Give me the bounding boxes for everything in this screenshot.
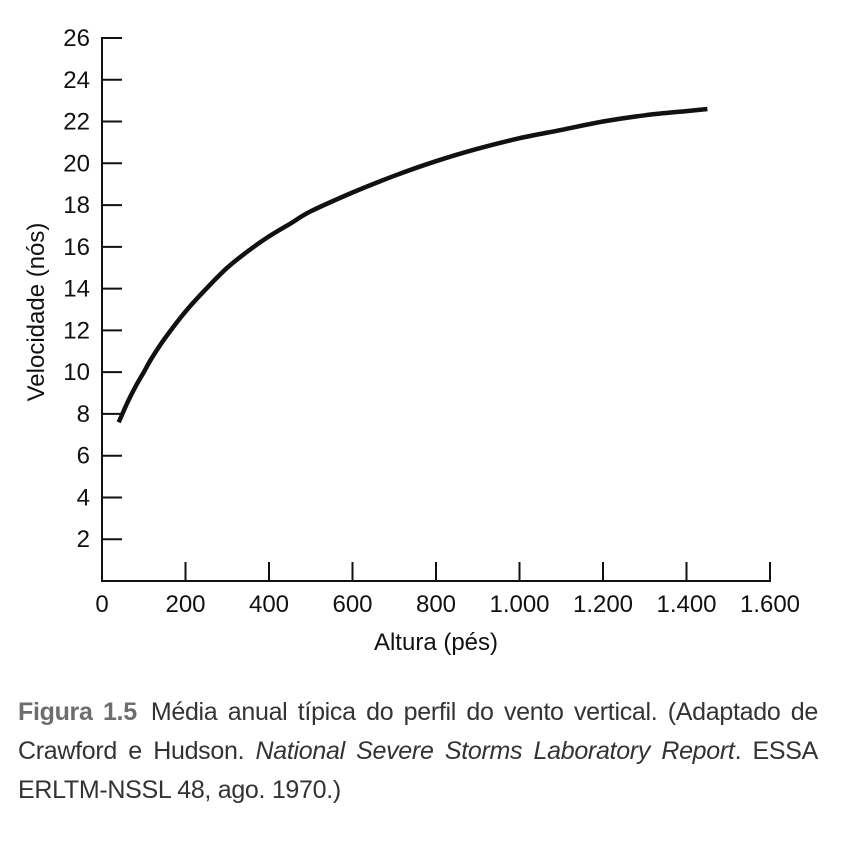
series-line [116, 106, 708, 424]
caption-reference-title: National Severe Storms Laboratory Report [255, 737, 735, 765]
caption-text-1: Média anual típica do perfil do vento ve… [18, 698, 819, 765]
y-tick-label: 2 [77, 526, 90, 553]
x-tick-label: 1.000 [489, 591, 549, 618]
y-axis-title: Velocidade (nós) [23, 223, 50, 402]
series-layer [116, 106, 708, 424]
y-tick-label: 4 [77, 484, 90, 511]
x-tick-label: 1.200 [573, 591, 633, 618]
y-tick-label: 26 [63, 25, 90, 52]
y-tick-label: 22 [63, 109, 90, 136]
x-axis-title: Altura (pés) [374, 629, 498, 656]
x-axis: 0 200 400 600 800 1.000 1.200 1.400 1.600 [95, 562, 800, 618]
figure-label: Figura 1.5 [18, 698, 137, 726]
x-tick-label: 400 [249, 591, 289, 618]
y-tick-label: 6 [77, 443, 90, 470]
x-tick-label: 1.400 [656, 591, 716, 618]
caption-text-2: . ESSA ERLTM-NSSL 48, ago. 1970.) [18, 737, 818, 804]
y-tick-label: 16 [63, 234, 90, 261]
y-tick-label: 10 [63, 359, 90, 386]
y-tick-label: 24 [63, 67, 90, 94]
x-tick-label: 800 [416, 591, 456, 618]
figure-caption: Figura 1.5 Média anual típica do perfil d… [18, 693, 818, 810]
y-tick-label: 20 [63, 150, 90, 177]
y-tick-label: 18 [63, 192, 90, 219]
y-tick-label: 12 [63, 317, 90, 344]
x-tick-label: 1.600 [740, 591, 800, 618]
y-tick-label: 14 [63, 276, 90, 303]
x-tick-label: 600 [332, 591, 372, 618]
y-tick-label: 8 [77, 401, 90, 428]
x-tick-label: 0 [95, 591, 108, 618]
x-tick-label: 200 [165, 591, 205, 618]
